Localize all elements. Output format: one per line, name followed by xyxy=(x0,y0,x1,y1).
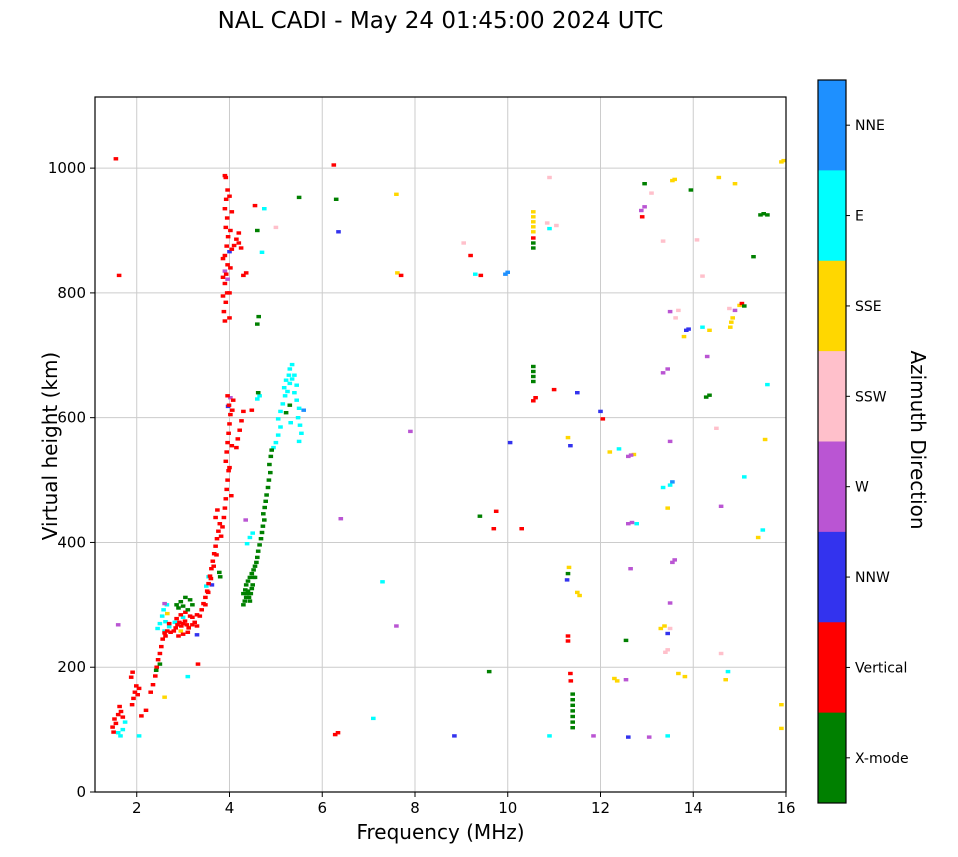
svg-text:4: 4 xyxy=(225,799,235,817)
scatter-points xyxy=(110,157,786,739)
colorbar-segment-e xyxy=(818,170,846,262)
svg-text:1000: 1000 xyxy=(48,159,86,177)
colorbar-label-x-mode: X-mode xyxy=(855,751,909,767)
svg-text:12: 12 xyxy=(591,799,610,817)
svg-text:2: 2 xyxy=(132,799,142,817)
colorbar-label-sse: SSE xyxy=(855,299,882,315)
plot-area xyxy=(95,97,786,792)
colorbar-segment-vertical xyxy=(818,622,846,714)
y-axis-label: Virtual height (km) xyxy=(38,351,62,541)
svg-text:14: 14 xyxy=(684,799,703,817)
series-w xyxy=(115,205,738,739)
svg-text:800: 800 xyxy=(57,284,86,302)
y-axis-ticks xyxy=(90,167,95,793)
svg-text:600: 600 xyxy=(57,409,86,427)
series-vertical xyxy=(110,157,745,737)
colorbar-label-nnw: NNW xyxy=(855,570,890,586)
colorbar-label-vertical: Vertical xyxy=(855,660,907,676)
x-tick-labels: 2 4 6 8 10 12 14 16 xyxy=(132,799,796,817)
colorbar-label-w: W xyxy=(855,480,869,496)
colorbar: NNE E SSE SSW W NNW Vertical X-mode xyxy=(817,79,909,804)
colorbar-label-nne: NNE xyxy=(855,118,885,134)
colorbar-axis-label-text: Azimuth Direction xyxy=(906,350,930,530)
series-e xyxy=(115,207,770,738)
svg-text:10: 10 xyxy=(498,799,517,817)
svg-text:0: 0 xyxy=(76,783,86,801)
colorbar-axis-label: Azimuth Direction xyxy=(906,340,930,540)
svg-text:400: 400 xyxy=(57,533,86,551)
svg-text:6: 6 xyxy=(317,799,327,817)
svg-text:16: 16 xyxy=(776,799,795,817)
colorbar-segment-x-mode xyxy=(818,712,846,804)
plot-frame xyxy=(94,96,787,793)
x-axis-ticks xyxy=(136,792,787,797)
x-axis-label: Frequency (MHz) xyxy=(356,820,525,844)
svg-text:200: 200 xyxy=(57,658,86,676)
colorbar-segment-ssw xyxy=(818,351,846,442)
chart-title: NAL CADI - May 24 01:45:00 2024 UTC xyxy=(217,8,664,34)
y-tick-labels: 0 200 400 600 800 1000 xyxy=(48,159,86,801)
colorbar-label-e: E xyxy=(855,209,864,225)
colorbar-segment-w xyxy=(818,441,846,533)
colorbar-label-ssw: SSW xyxy=(855,389,887,405)
series-ssw xyxy=(273,175,732,656)
colorbar-segment-sse xyxy=(818,260,846,352)
series-x-mode xyxy=(153,182,770,730)
svg-text:8: 8 xyxy=(410,799,420,817)
series-nne xyxy=(301,270,675,484)
colorbar-segment-nne xyxy=(818,80,846,171)
colorbar-segment-nnw xyxy=(818,531,846,623)
